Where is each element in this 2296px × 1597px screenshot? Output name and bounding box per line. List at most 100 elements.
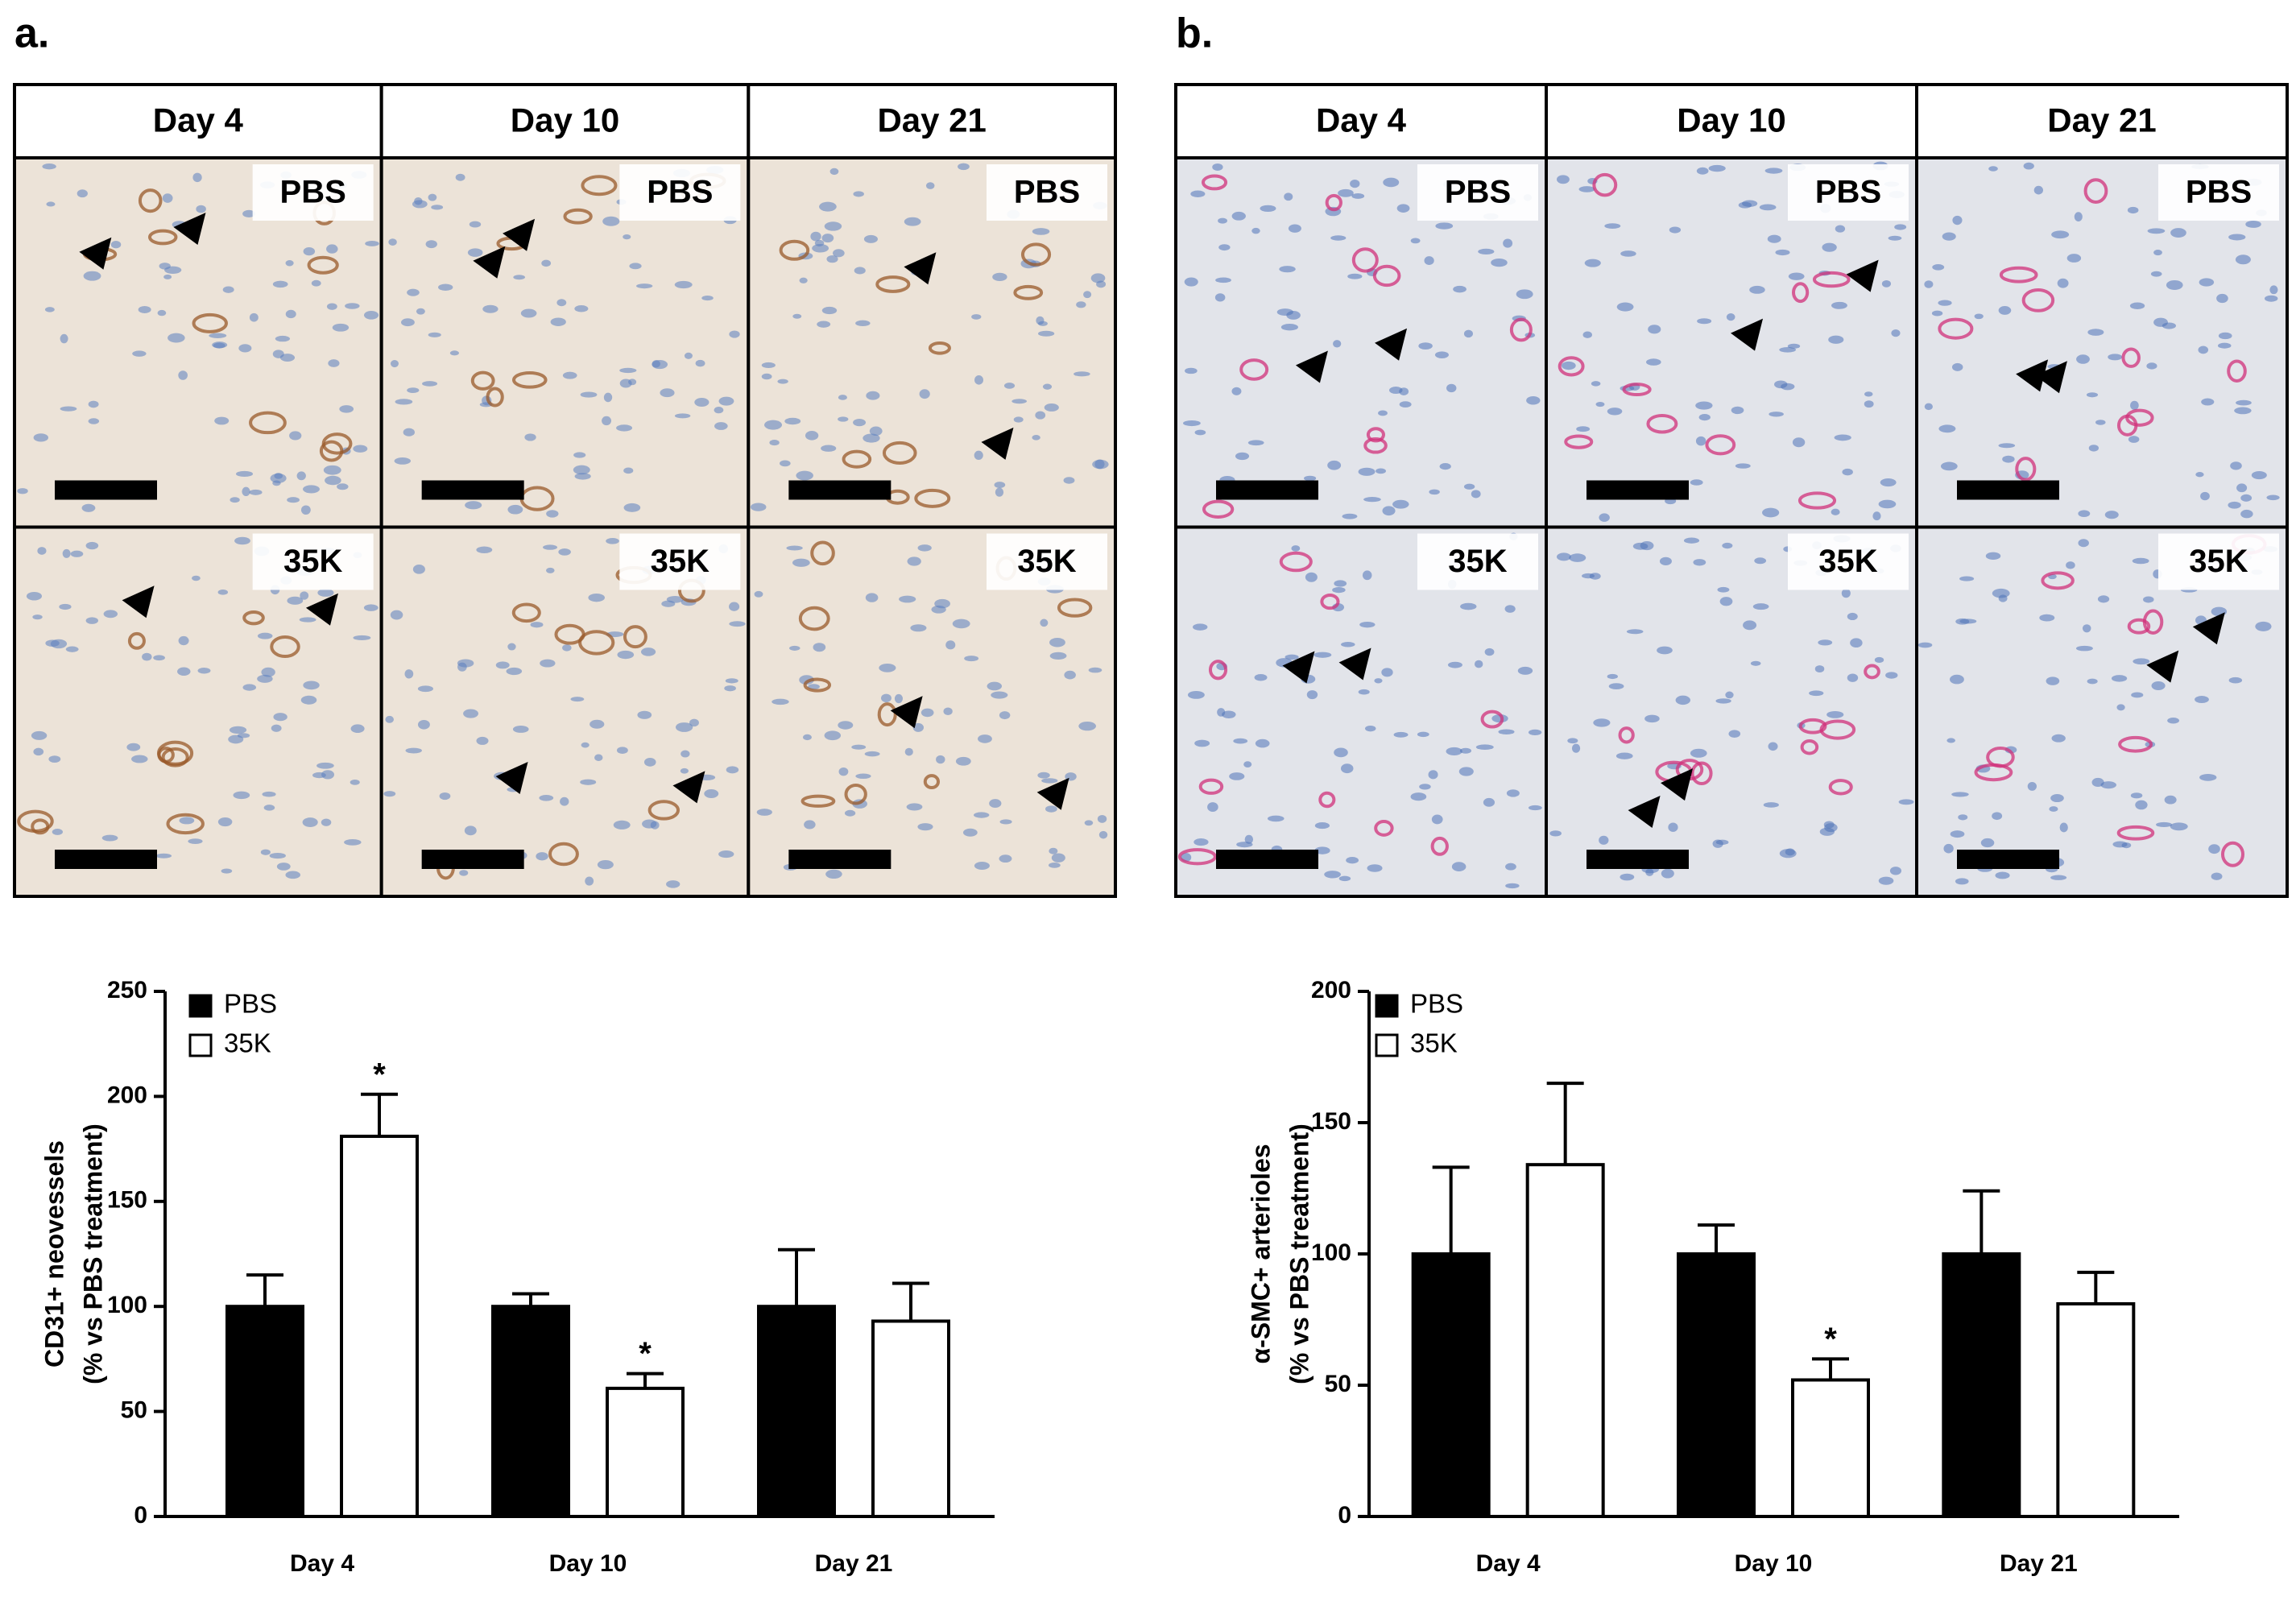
cell-nucleus [681, 750, 690, 758]
cell-nucleus [2108, 354, 2123, 361]
vessel [2142, 609, 2164, 635]
vessel [1592, 172, 1618, 197]
cell-nucleus [1045, 805, 1057, 813]
cell-nucleus [904, 747, 913, 756]
cell-nucleus [1098, 830, 1108, 839]
cell-nucleus [412, 565, 425, 574]
column-header: Day 21 [2047, 101, 2156, 139]
vessel [1938, 317, 1974, 340]
cell-nucleus [1244, 834, 1254, 844]
cell-nucleus [1346, 857, 1359, 864]
scale-bar [1587, 480, 1689, 500]
cell-nucleus [899, 595, 916, 603]
legend-label: 35K [1410, 1028, 1458, 1058]
cell-nucleus [1809, 690, 1824, 697]
cell-nucleus [70, 550, 84, 557]
cell-nucleus [1076, 301, 1086, 308]
cell-nucleus [1818, 639, 1833, 646]
y-axis-label: (% vs PBS treatment) [1285, 1123, 1313, 1384]
cell-nucleus [1506, 789, 1520, 797]
cell-nucleus [530, 622, 544, 628]
cell-nucleus [249, 312, 259, 322]
cell-nucleus [2066, 254, 2082, 263]
row-label: PBS [647, 175, 713, 210]
cell-nucleus [1003, 383, 1016, 389]
vessel [2083, 178, 2108, 204]
cell-nucleus [513, 275, 526, 280]
cell-nucleus [138, 305, 151, 313]
cell-nucleus [1362, 570, 1372, 581]
cell-nucleus [1626, 629, 1644, 635]
cell-nucleus [999, 854, 1012, 863]
cell-nucleus [613, 820, 631, 830]
cell-nucleus [465, 501, 482, 510]
cell-nucleus [1874, 656, 1884, 664]
cell-nucleus [300, 695, 317, 705]
cell-nucleus [1184, 277, 1198, 287]
vessel [1013, 284, 1044, 300]
cell-nucleus [2082, 624, 2091, 633]
cell-nucleus [546, 567, 555, 573]
cell-nucleus [1762, 507, 1780, 518]
cell-nucleus [328, 359, 340, 367]
cell-nucleus [1334, 580, 1347, 587]
arrowhead [904, 252, 937, 285]
cell-nucleus [1823, 821, 1835, 829]
cell-nucleus [1648, 325, 1661, 334]
cell-nucleus [1463, 329, 1473, 338]
cell-nucleus [1503, 238, 1513, 248]
arrowhead [1282, 651, 1315, 684]
cell-nucleus [2195, 695, 2209, 704]
cell-nucleus [2074, 212, 2083, 221]
cell-nucleus [1035, 411, 1046, 420]
row-label: PBS [280, 175, 346, 210]
vessel [928, 341, 951, 355]
cell-nucleus [729, 621, 746, 627]
cell-nucleus [2078, 510, 2091, 518]
cell-nucleus [344, 839, 362, 846]
cell-nucleus [476, 736, 489, 745]
cell-nucleus [1276, 308, 1293, 316]
cell-nucleus [1599, 513, 1610, 522]
cell-nucleus [2150, 271, 2162, 277]
cell-nucleus [1735, 463, 1751, 469]
arrowhead [2034, 361, 2067, 394]
cell-nucleus [2153, 250, 2162, 256]
cell-nucleus [2078, 539, 2089, 548]
column-header: Day 10 [511, 101, 619, 139]
cell-nucleus [2104, 511, 2119, 519]
cell-nucleus [2086, 392, 2099, 398]
cell-nucleus [1593, 718, 1611, 727]
cell-nucleus [1632, 542, 1649, 550]
cell-nucleus [1787, 343, 1801, 349]
cell-nucleus [1528, 729, 1542, 735]
cell-nucleus [2245, 221, 2261, 228]
cell-nucleus [1215, 277, 1231, 283]
cell-nucleus [1657, 646, 1673, 655]
cell-nucleus [1207, 802, 1218, 813]
cell-nucleus [1952, 215, 1963, 225]
cell-nucleus [2128, 436, 2140, 443]
cell-nucleus [919, 389, 930, 399]
cell-nucleus [1334, 747, 1348, 758]
cell-nucleus [1260, 205, 1276, 213]
cell-nucleus [777, 379, 788, 384]
cell-nucleus [1434, 351, 1449, 358]
cell-nucleus [1695, 436, 1706, 446]
cell-nucleus [994, 482, 1006, 489]
cell-nucleus [2127, 206, 2139, 214]
cell-nucleus [813, 643, 826, 652]
cell-nucleus [168, 333, 185, 343]
cell-nucleus [1231, 211, 1246, 221]
cell-nucleus [469, 221, 482, 228]
cell-nucleus [1841, 588, 1851, 598]
cell-nucleus [1595, 401, 1605, 408]
vessel [1622, 383, 1652, 397]
cell-nucleus [2049, 806, 2058, 812]
cell-nucleus [802, 734, 812, 741]
vessel [1558, 356, 1585, 377]
cell-nucleus [1042, 383, 1053, 390]
row-label: PBS [1815, 175, 1881, 210]
cell-nucleus [163, 274, 172, 279]
cell-nucleus [879, 663, 896, 672]
